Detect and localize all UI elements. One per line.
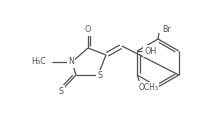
Text: S: S [58, 86, 64, 95]
Text: H₃C: H₃C [31, 58, 46, 67]
Text: O: O [85, 26, 91, 35]
Text: OCH₃: OCH₃ [138, 84, 158, 92]
Text: Br: Br [162, 24, 171, 33]
Text: OH: OH [144, 47, 157, 55]
Text: S: S [97, 72, 103, 81]
Text: N: N [68, 58, 74, 67]
